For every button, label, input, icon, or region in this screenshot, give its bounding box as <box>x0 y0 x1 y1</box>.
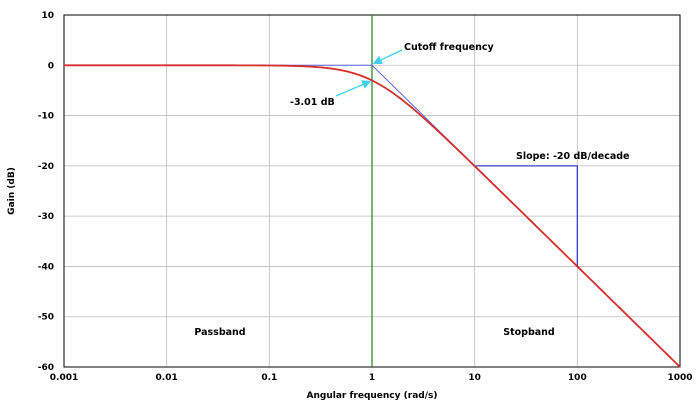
y-tick-label: -60 <box>38 363 54 373</box>
response-curve <box>64 64 681 368</box>
x-tick-label: 0.1 <box>261 373 277 383</box>
series-lines <box>64 15 681 368</box>
tick-labels: 0.001 0.01 0.1 1 10 100 1000100-10-20-30-40-50… <box>38 11 693 383</box>
y-tick-label: -50 <box>38 313 54 323</box>
cutoff-label: Cutoff frequency <box>404 42 494 53</box>
slope-triangle <box>474 165 578 267</box>
x-tick-label: 10 <box>468 373 481 383</box>
y-tick-label: -20 <box>38 162 54 172</box>
x-tick-label: 1000 <box>667 373 692 383</box>
minus3db-label: -3.01 dB <box>290 97 335 108</box>
y-tick-label: -10 <box>38 112 54 122</box>
stopband-label: Stopband <box>503 327 555 338</box>
x-axis-title: Angular frequency (rad/s) <box>307 391 438 401</box>
y-tick-label: 10 <box>41 11 54 21</box>
y-axis-title: Gain (dB) <box>7 167 17 215</box>
x-tick-label: 1 <box>369 373 375 383</box>
y-tick-label: -30 <box>38 212 54 222</box>
passband-label: Passband <box>194 327 245 338</box>
cutoff-arrow <box>372 49 403 65</box>
y-tick-label: 0 <box>48 61 54 71</box>
x-tick-label: 0.001 <box>50 373 78 383</box>
x-tick-label: 100 <box>568 373 587 383</box>
minus3db-arrow <box>335 80 372 97</box>
slope-label: Slope: -20 dB/decade <box>516 151 630 162</box>
y-tick-label: -40 <box>38 262 54 272</box>
annotations: Cutoff frequency -3.01 dB Slope: -20 dB/de… <box>194 42 629 338</box>
x-tick-label: 0.01 <box>156 373 178 383</box>
